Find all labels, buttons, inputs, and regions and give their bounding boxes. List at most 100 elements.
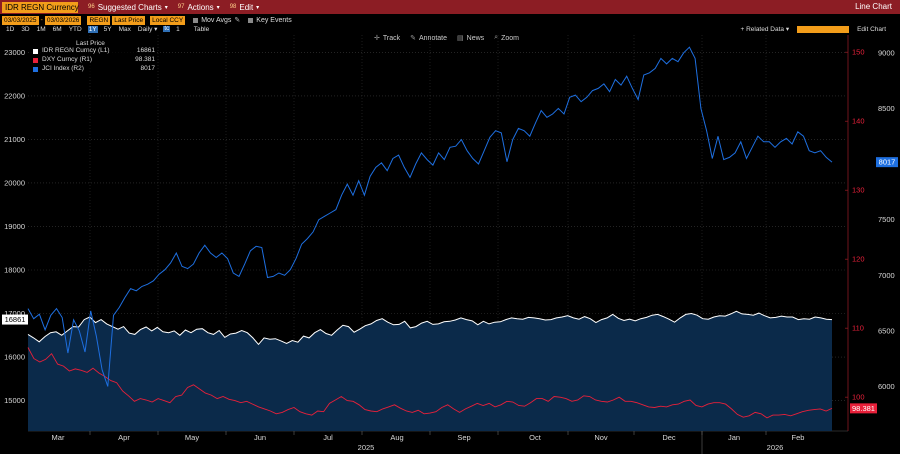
left-tick-label: 21000 [4, 135, 25, 144]
legend-row-jci[interactable]: JCI Index (R2) 8017 [33, 65, 155, 73]
range-1y[interactable]: 1Y [87, 25, 98, 33]
range-bar: 1D 3D 1M 6M YTD 1Y 5Y Max Daily ▾ tc 1 T… [0, 25, 900, 33]
end-date-field[interactable]: 03/03/2026 [44, 15, 82, 25]
range-ytd[interactable]: YTD [68, 25, 82, 33]
chevron-down-icon: ▾ [164, 4, 168, 11]
suggested-charts-menu[interactable]: 96 Suggested Charts ▾ [88, 3, 168, 12]
start-date-field[interactable]: 03/03/2025 [2, 15, 39, 25]
edit-label: Edit [239, 2, 254, 12]
right2-tick-label: 7000 [878, 271, 895, 280]
chevron-down-icon: ▾ [256, 4, 260, 11]
suggested-charts-number: 96 [88, 4, 95, 10]
range-5y[interactable]: 5Y [103, 25, 112, 33]
chevron-down-icon: ▾ [216, 4, 220, 11]
left-tick-label: 20000 [4, 178, 25, 187]
right2-tick-label: 7500 [878, 215, 895, 224]
currency-field[interactable]: Local CCY [150, 15, 186, 25]
crosshair-icon: ✛ [374, 35, 380, 42]
checkbox-icon [248, 17, 254, 23]
chart-tools: ✛ Track ✎ Annotate ▤ News ⌕ Zoom [374, 33, 529, 43]
x-tick-label: Aug [390, 433, 403, 442]
left-tick-label: 16000 [4, 353, 25, 362]
track-button[interactable]: ✛ Track [374, 34, 400, 43]
last-value-tags: 16861 98.381 8017 [2, 157, 898, 414]
cc-icon[interactable]: tc [163, 26, 171, 32]
edit-chart-button[interactable]: Edit Chart [857, 26, 886, 33]
right2-tick-label: 6000 [878, 382, 895, 391]
range-3d[interactable]: 3D [21, 25, 30, 33]
jci-last-tag [876, 157, 898, 168]
x-tick-label: Dec [662, 433, 676, 442]
edit-chart-label: Edit Chart [857, 25, 886, 33]
add-data-field[interactable] [797, 25, 850, 33]
pencil-icon: ✎ [234, 17, 241, 24]
ticker-input[interactable]: IDR REGN Currency [2, 1, 79, 13]
left-tick-label: 22000 [4, 91, 25, 100]
period-select[interactable]: Daily ▾ [137, 26, 158, 33]
legend-name: DXY Curncy (R1) [42, 56, 93, 63]
key-events-label: Key Events [256, 16, 292, 24]
price-field[interactable]: Last Price [112, 15, 146, 25]
actions-menu[interactable]: 97 Actions ▾ [178, 3, 220, 12]
right1-tick-label: 110 [852, 324, 864, 333]
x-axis: Mar Apr May Jun Jul Aug Sep Oct Nov Dec Jan Feb 2025… [52, 431, 805, 454]
right1-axis: 100 110 120 130 140 150 [845, 48, 865, 402]
year-label: 2026 [767, 443, 784, 452]
table-button[interactable]: Table [193, 25, 210, 33]
right1-tick-label: 120 [852, 255, 865, 264]
checkbox-icon [193, 17, 199, 23]
dxy-series-line [27, 347, 833, 419]
right2-axis: 6000650070007500800085009000 [878, 48, 895, 391]
key-events-toggle[interactable]: Key Events [248, 16, 292, 24]
range-6m[interactable]: 6M [52, 25, 62, 33]
x-tick-label: Nov [594, 433, 608, 442]
edit-menu[interactable]: 98 Edit ▾ [230, 3, 260, 12]
right2-tick-label: 6500 [878, 326, 895, 335]
zoom-label: Zoom [501, 34, 519, 42]
news-button[interactable]: ▤ News [457, 34, 484, 43]
chart-legend: Last Price IDR REGN Curncy (L1) 16861 DX… [30, 40, 157, 76]
security-field[interactable]: REGN [87, 15, 111, 25]
left-tick-label: 15000 [4, 396, 25, 405]
x-tick-label: Jun [254, 433, 266, 442]
range-max[interactable]: Max [118, 25, 131, 33]
actions-number: 97 [177, 4, 185, 10]
left-tick-label: 23000 [4, 48, 25, 57]
idr-last-tag [2, 314, 28, 325]
left-tick-label: 18000 [4, 265, 25, 274]
legend-swatch [33, 57, 38, 63]
range-1m[interactable]: 1M [36, 25, 46, 33]
legend-name: JCI Index (R2) [42, 65, 84, 72]
date-separator: - [40, 16, 43, 24]
idr-last-value: 16861 [5, 315, 26, 324]
x-tick-label: Apr [118, 433, 130, 442]
legend-name: IDR REGN Curncy (L1) [42, 47, 110, 54]
legend-swatch [33, 48, 38, 54]
x-tick-label: Mar [52, 433, 65, 442]
annotate-button[interactable]: ✎ Annotate [410, 34, 447, 43]
related-data-label: Related Data [746, 26, 785, 33]
actions-label: Actions [187, 2, 214, 12]
mov-avg-toggle[interactable]: Mov Avgs ✎ [193, 16, 240, 24]
year-label: 2025 [358, 443, 375, 452]
top-toolbar: IDR REGN Currency 96 Suggested Charts ▾ … [0, 0, 900, 14]
left-axis: 15000 16000 17000 18000 19000 20000 21000 22000… [4, 48, 25, 405]
idr-series-line [27, 310, 833, 346]
x-tick-label: May [185, 433, 199, 442]
dxy-last-tag [850, 403, 877, 414]
zoom-button[interactable]: ⌕ Zoom [494, 34, 519, 42]
left-tick-label: 17000 [4, 309, 25, 318]
related-data-menu[interactable]: + Related Data ▾ [740, 26, 790, 33]
legend-title: Last Price [76, 40, 105, 47]
legend-row-idr[interactable]: IDR REGN Curncy (L1) 16861 [33, 47, 155, 55]
range-1d[interactable]: 1D [6, 25, 15, 33]
legend-row-dxy[interactable]: DXY Curncy (R1) 98.381 [33, 56, 155, 64]
parameter-bar: 03/03/2025 - 03/03/2026 REGN Last Price … [0, 15, 900, 25]
right2-tick-label: 9000 [878, 48, 895, 57]
legend-value: 8017 [140, 65, 155, 72]
right1-tick-label: 130 [852, 186, 865, 195]
cc-select[interactable]: 1 [176, 25, 180, 33]
right1-tick-label: 100 [852, 393, 865, 402]
x-tick-label: Feb [792, 433, 805, 442]
